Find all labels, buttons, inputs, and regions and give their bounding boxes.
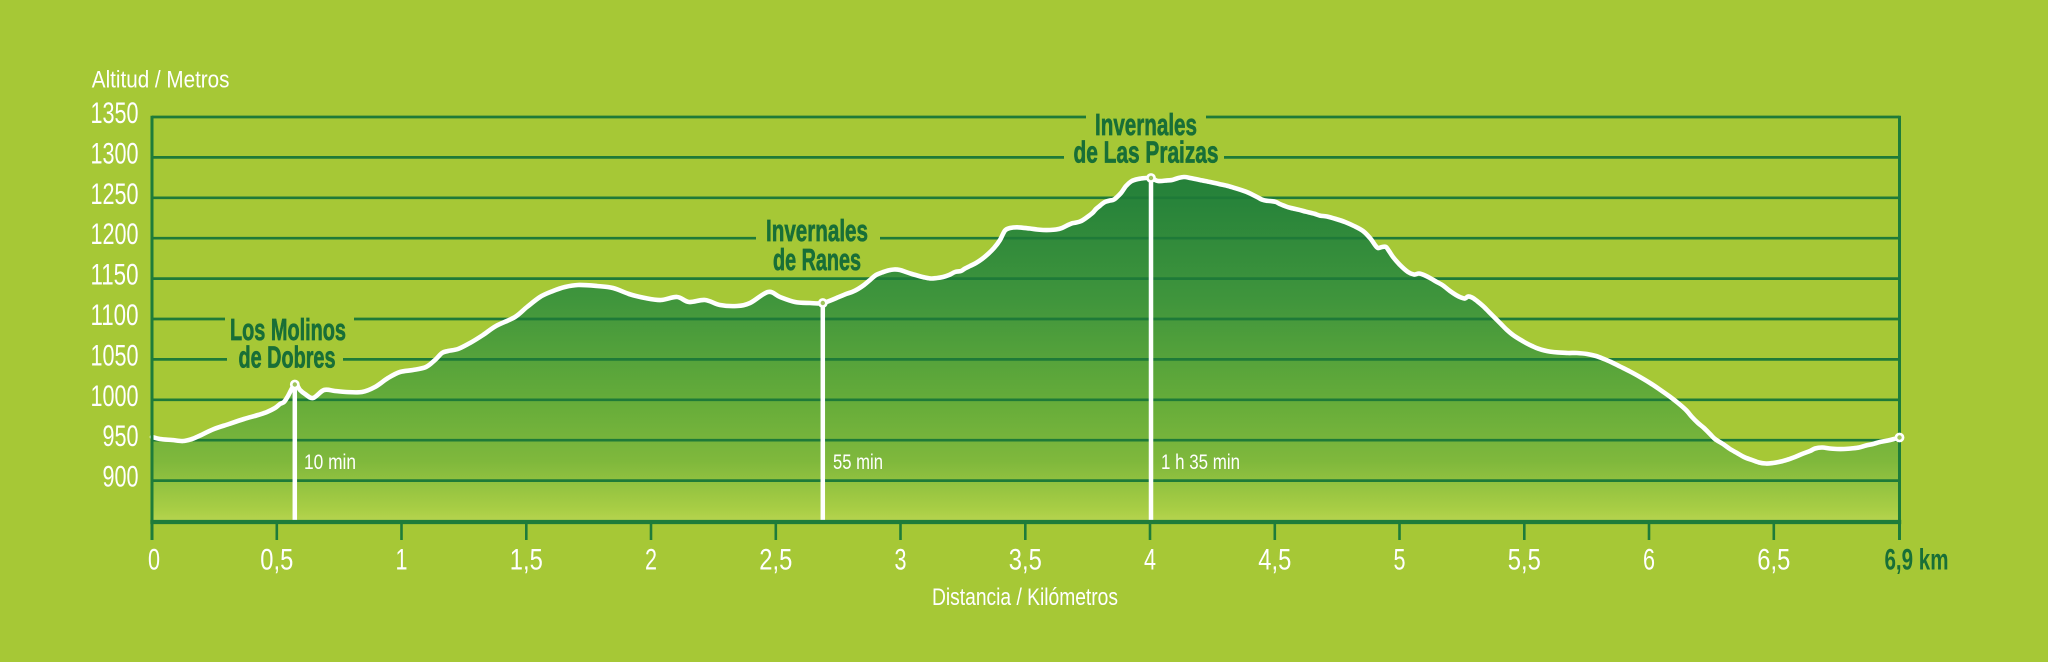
svg-text:6: 6 bbox=[1643, 544, 1655, 577]
svg-text:2,5: 2,5 bbox=[759, 544, 792, 577]
svg-text:10 min: 10 min bbox=[304, 451, 356, 474]
svg-text:1300: 1300 bbox=[91, 137, 139, 170]
svg-text:5,5: 5,5 bbox=[1508, 544, 1541, 577]
svg-text:Los Molinos: Los Molinos bbox=[230, 312, 346, 347]
svg-text:5: 5 bbox=[1394, 544, 1406, 577]
svg-text:0,5: 0,5 bbox=[260, 544, 293, 577]
svg-text:3,5: 3,5 bbox=[1009, 544, 1042, 577]
svg-text:Distancia / Kilómetros: Distancia / Kilómetros bbox=[932, 584, 1118, 611]
svg-text:Invernales: Invernales bbox=[1095, 107, 1197, 142]
svg-text:1350: 1350 bbox=[91, 97, 139, 130]
svg-text:1250: 1250 bbox=[91, 178, 139, 211]
svg-text:0: 0 bbox=[148, 544, 160, 577]
svg-text:1000: 1000 bbox=[91, 380, 139, 413]
svg-text:4: 4 bbox=[1144, 544, 1156, 577]
svg-text:de Las Praizas: de Las Praizas bbox=[1074, 135, 1219, 170]
svg-text:de Ranes: de Ranes bbox=[773, 242, 861, 277]
svg-text:6,5: 6,5 bbox=[1757, 544, 1790, 577]
svg-text:900: 900 bbox=[103, 461, 139, 494]
svg-text:1200: 1200 bbox=[91, 218, 139, 251]
svg-text:1100: 1100 bbox=[91, 299, 139, 332]
svg-text:1,5: 1,5 bbox=[510, 544, 543, 577]
svg-text:2: 2 bbox=[645, 544, 657, 577]
svg-text:950: 950 bbox=[103, 420, 139, 453]
svg-text:1: 1 bbox=[396, 544, 408, 577]
svg-text:3: 3 bbox=[895, 544, 907, 577]
svg-text:Altitud / Metros: Altitud / Metros bbox=[92, 67, 230, 94]
svg-text:4,5: 4,5 bbox=[1258, 544, 1291, 577]
svg-text:6,9 km: 6,9 km bbox=[1885, 544, 1949, 577]
svg-text:1 h 35 min: 1 h 35 min bbox=[1161, 451, 1240, 474]
svg-text:1050: 1050 bbox=[91, 339, 139, 372]
svg-text:Invernales: Invernales bbox=[766, 213, 868, 248]
svg-text:de Dobres: de Dobres bbox=[239, 340, 336, 375]
svg-text:55 min: 55 min bbox=[833, 451, 883, 474]
svg-text:1150: 1150 bbox=[91, 259, 139, 292]
